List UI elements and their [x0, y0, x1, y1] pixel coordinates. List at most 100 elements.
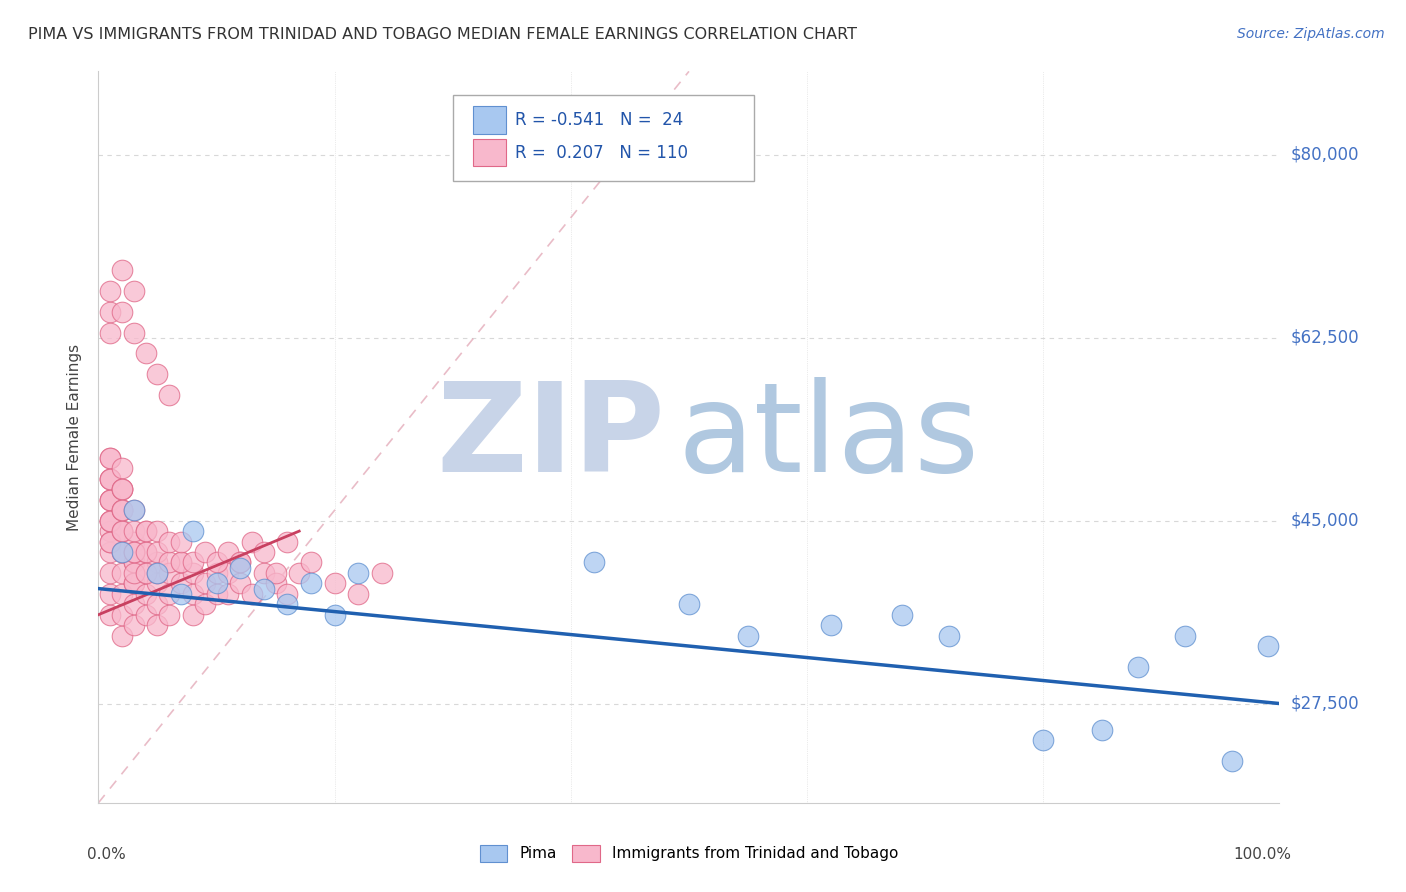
Point [111, 545, 134, 559]
Point [111, 566, 134, 580]
Point [253, 566, 276, 580]
Point [146, 597, 169, 611]
Point [170, 556, 193, 570]
Point [146, 566, 169, 580]
Point [98, 524, 121, 538]
Point [98, 587, 121, 601]
Point [98, 607, 121, 622]
Point [98, 534, 121, 549]
Text: $62,500: $62,500 [1291, 329, 1360, 347]
Point [181, 524, 204, 538]
Point [146, 524, 169, 538]
Point [122, 566, 145, 580]
Point [229, 556, 252, 570]
Point [276, 534, 298, 549]
Point [122, 597, 145, 611]
Point [288, 566, 311, 580]
Point [122, 284, 145, 298]
Point [157, 566, 180, 580]
Point [181, 556, 204, 570]
Point [122, 618, 145, 632]
Point [98, 284, 121, 298]
Point [583, 556, 606, 570]
Point [170, 534, 193, 549]
Point [122, 503, 145, 517]
Point [135, 545, 157, 559]
Point [111, 503, 134, 517]
FancyBboxPatch shape [453, 95, 754, 181]
Point [98, 534, 121, 549]
Point [98, 566, 121, 580]
Point [229, 556, 252, 570]
Point [122, 545, 145, 559]
Point [229, 576, 252, 591]
Point [135, 545, 157, 559]
Text: $45,000: $45,000 [1291, 512, 1360, 530]
Point [181, 566, 204, 580]
Point [938, 629, 960, 643]
Point [194, 545, 217, 559]
Point [170, 576, 193, 591]
Point [98, 450, 121, 465]
Point [253, 582, 276, 596]
Point [111, 483, 134, 497]
Point [111, 629, 134, 643]
Point [1257, 639, 1279, 653]
Point [122, 503, 145, 517]
Point [194, 576, 217, 591]
Point [135, 587, 157, 601]
Point [135, 566, 157, 580]
Text: atlas: atlas [678, 376, 979, 498]
Point [170, 587, 193, 601]
Point [205, 576, 228, 591]
Point [205, 566, 228, 580]
Text: 0.0%: 0.0% [87, 847, 125, 862]
Point [122, 576, 145, 591]
Bar [472, 139, 506, 167]
Point [1032, 733, 1054, 747]
Point [122, 534, 145, 549]
Text: ZIP: ZIP [437, 376, 665, 498]
Point [299, 556, 322, 570]
Point [135, 566, 157, 580]
Point [217, 545, 239, 559]
Point [157, 388, 180, 402]
Point [323, 576, 346, 591]
Point [111, 483, 134, 497]
Point [146, 368, 169, 382]
Point [205, 556, 228, 570]
Point [253, 545, 276, 559]
Point [229, 560, 252, 574]
Point [98, 492, 121, 507]
Point [111, 524, 134, 538]
Point [146, 576, 169, 591]
Point [122, 524, 145, 538]
Point [737, 629, 759, 643]
Point [299, 576, 322, 591]
Point [111, 503, 134, 517]
Point [98, 472, 121, 486]
Point [170, 556, 193, 570]
Point [678, 597, 700, 611]
Point [157, 607, 180, 622]
Point [1091, 723, 1114, 737]
Point [194, 597, 217, 611]
Point [1126, 660, 1149, 674]
Point [157, 587, 180, 601]
Point [240, 587, 263, 601]
Point [98, 472, 121, 486]
Text: Source: ZipAtlas.com: Source: ZipAtlas.com [1237, 27, 1385, 41]
Point [122, 326, 145, 340]
Text: $27,500: $27,500 [1291, 695, 1360, 713]
Point [371, 566, 394, 580]
Point [98, 514, 121, 528]
Point [890, 607, 912, 622]
Point [146, 618, 169, 632]
Point [820, 618, 842, 632]
Point [1174, 629, 1197, 643]
Point [98, 492, 121, 507]
Point [264, 576, 287, 591]
Point [205, 587, 228, 601]
Point [111, 263, 134, 277]
Text: R =  0.207   N = 110: R = 0.207 N = 110 [516, 145, 689, 162]
